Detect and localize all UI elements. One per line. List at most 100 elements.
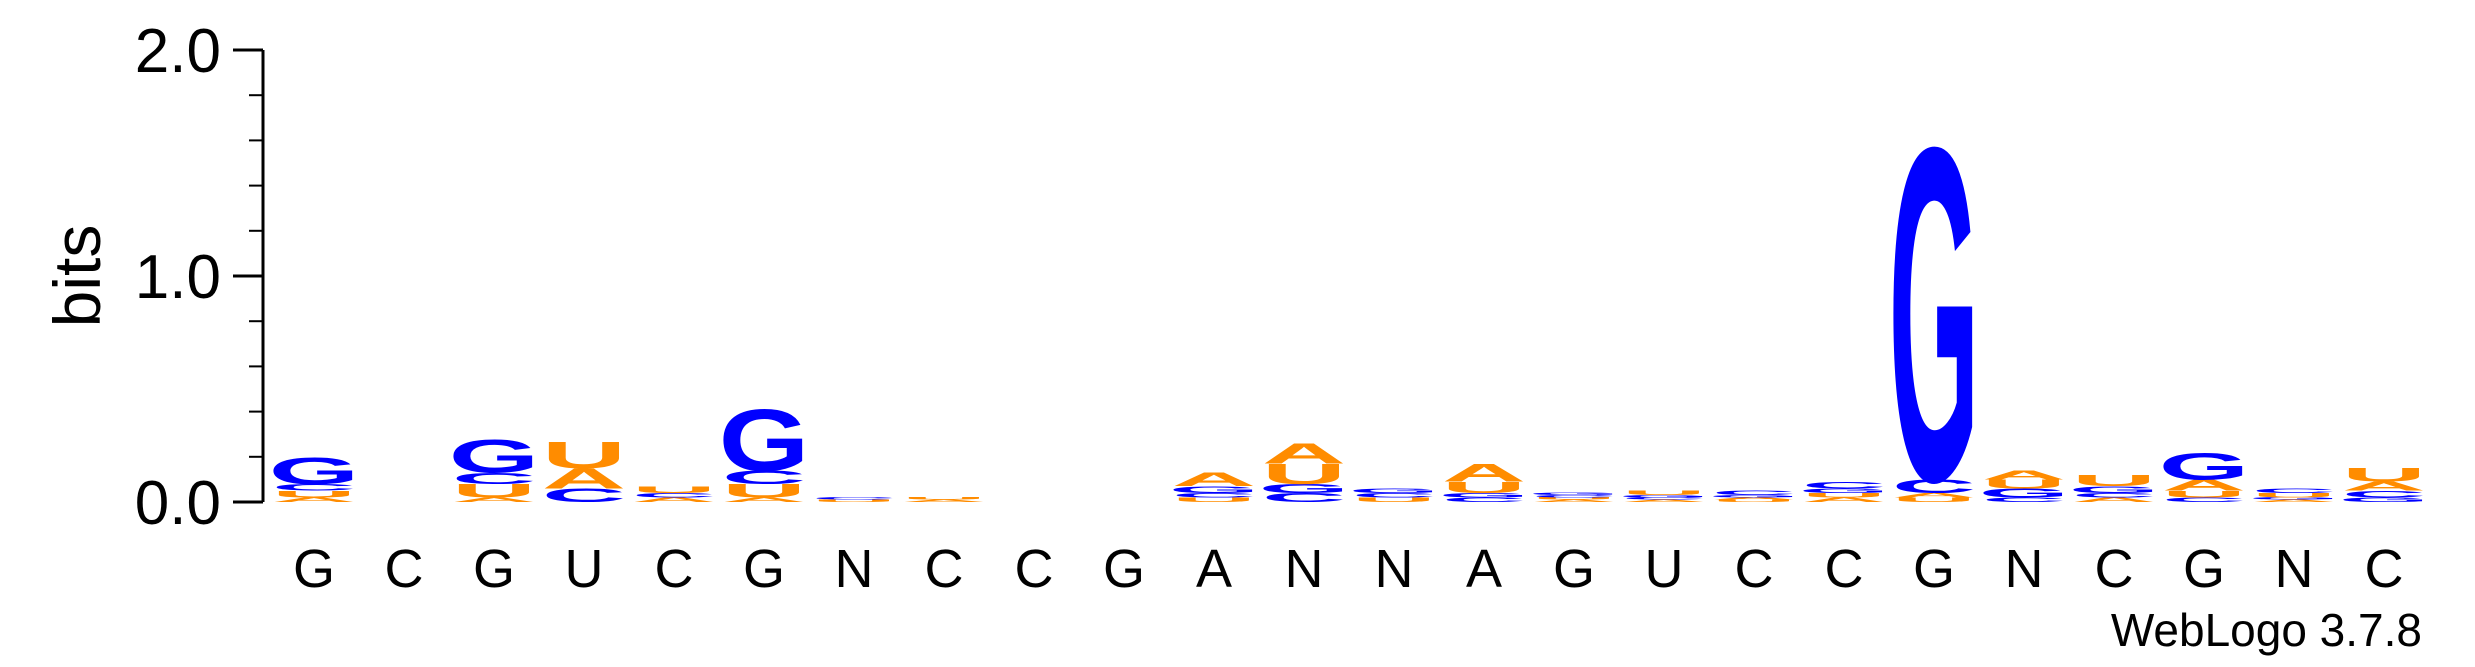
logo-letter-g: G xyxy=(1439,492,1530,499)
logo-letter-g: G xyxy=(1709,495,1800,499)
logo-letter-u: U xyxy=(452,480,536,501)
logo-letter-a: A xyxy=(2342,479,2426,493)
logo-letter-a: A xyxy=(1802,496,1886,503)
x-tick-label: G xyxy=(293,539,335,599)
x-tick-label: A xyxy=(1466,539,1502,599)
x-tick-label: G xyxy=(2183,539,2225,599)
logo-letter-a: A xyxy=(722,496,806,503)
x-tick-label: C xyxy=(2365,539,2404,599)
logo-letter-u: U xyxy=(1532,497,1616,501)
logo-letter-u: U xyxy=(2072,472,2156,490)
y-tick-label: 1.0 xyxy=(135,243,221,312)
x-tick-label: N xyxy=(835,539,874,599)
y-tick-label: 2.0 xyxy=(135,17,221,86)
logo-letter-c: C xyxy=(1892,476,1976,497)
y-axis-label: bits xyxy=(40,225,114,328)
logo-letter-c: C xyxy=(1172,492,1256,499)
x-tick-label: A xyxy=(1196,539,1232,599)
logo-letter-g: G xyxy=(1169,484,1260,495)
logo-letter-c: C xyxy=(2072,492,2156,499)
logo-letter-u: U xyxy=(1802,492,1886,499)
x-tick-label: C xyxy=(1825,539,1864,599)
logo-letter-u: U xyxy=(272,489,356,500)
x-tick-label: C xyxy=(2095,539,2134,599)
x-tick-label: U xyxy=(1645,539,1684,599)
logo-letter-c: C xyxy=(1262,491,1346,505)
logo-letter-a: A xyxy=(1172,469,1256,490)
logo-letter-c: C xyxy=(1802,480,1886,491)
weblogo-credit: WebLogo 3.7.8 xyxy=(2111,604,2422,656)
x-tick-label: N xyxy=(1375,539,1414,599)
logo-letter-a: A xyxy=(632,496,716,503)
logo-letter-u: U xyxy=(1262,458,1346,490)
logo-letter-g: G xyxy=(1979,486,2070,500)
x-tick-label: G xyxy=(1553,539,1595,599)
logo-letter-u: U xyxy=(1622,489,1706,496)
logo-letter-a: A xyxy=(542,463,626,495)
x-tick-label: U xyxy=(565,539,604,599)
logo-letter-a: A xyxy=(902,499,986,503)
x-tick-label: C xyxy=(1735,539,1774,599)
logo-letter-a: A xyxy=(452,496,536,503)
y-axis: 0.0 1.0 2.0 xyxy=(135,17,265,538)
logo-letter-u: U xyxy=(1352,496,1436,503)
logo-letter-a: A xyxy=(2072,496,2156,503)
logo-letter-u: U xyxy=(2252,492,2336,499)
logo-letter-a: A xyxy=(2162,476,2246,494)
logo-letter-a: A xyxy=(1442,459,1526,487)
logo-letter-g: G xyxy=(269,450,360,492)
logo-letter-g: G xyxy=(1799,487,1890,494)
logo-letter-u: U xyxy=(632,484,716,495)
x-tick-label: C xyxy=(1015,539,1054,599)
logo-letter-c: C xyxy=(722,467,806,488)
logo-letter-u: U xyxy=(2342,464,2426,485)
logo-letter-a: A xyxy=(1262,438,1346,470)
logo-letter-g: G xyxy=(2069,484,2160,495)
logo-letter-u: U xyxy=(812,499,896,503)
logo-letter-u: U xyxy=(1982,477,2066,491)
logo-letter-a: A xyxy=(2252,499,2336,503)
x-tick-label: C xyxy=(385,539,424,599)
logo-letter-g: G xyxy=(2159,445,2250,487)
logo-letter-c: C xyxy=(542,485,626,506)
logo-letter-u: U xyxy=(542,434,626,476)
logo-letter-c: C xyxy=(2342,489,2426,500)
logo-letter-c: C xyxy=(1982,496,2066,503)
logo-letter-g: G xyxy=(1619,495,1710,499)
x-tick-label: N xyxy=(2005,539,2044,599)
logo-letter-u: U xyxy=(1712,499,1796,503)
logo-letter-a: A xyxy=(272,496,356,503)
logo-letter-c: C xyxy=(272,482,356,493)
logo-letter-u: U xyxy=(1172,496,1256,503)
logo-letter-c: C xyxy=(1712,489,1796,496)
y-tick-label: 0.0 xyxy=(135,469,221,538)
logo-letter-g: G xyxy=(2339,496,2430,503)
logo-letter-a: A xyxy=(1622,499,1706,503)
logo-letter-a: A xyxy=(1892,492,1976,499)
logo-letter-g: G xyxy=(1349,487,1440,494)
logo-letter-c: C xyxy=(2162,496,2246,503)
x-tick-label: C xyxy=(925,539,964,599)
logo-letter-a: A xyxy=(1982,468,2066,482)
logo-letter-u: U xyxy=(1442,479,1526,497)
logo-letter-c: C xyxy=(1442,496,1526,503)
logo-letter-c: C xyxy=(2252,487,2336,494)
logo-letter-g: G xyxy=(1529,492,1620,496)
logo-letter-c: C xyxy=(1622,497,1706,501)
x-tick-label: C xyxy=(655,539,694,599)
logo-letter-g: G xyxy=(1259,482,1350,496)
x-tick-label: G xyxy=(743,539,785,599)
x-tick-label: G xyxy=(1913,539,1955,599)
x-tick-label: N xyxy=(2275,539,2314,599)
logo-letter-c: C xyxy=(1352,492,1436,499)
x-tick-label: N xyxy=(1285,539,1324,599)
logo-letter-a: A xyxy=(1712,497,1796,501)
logo-letter-g: G xyxy=(1889,48,1980,581)
logo-letter-a: A xyxy=(1532,499,1616,503)
logo-letter-u: U xyxy=(2162,489,2246,500)
x-tick-label: G xyxy=(473,539,515,599)
logo-letter-c: C xyxy=(812,497,896,501)
